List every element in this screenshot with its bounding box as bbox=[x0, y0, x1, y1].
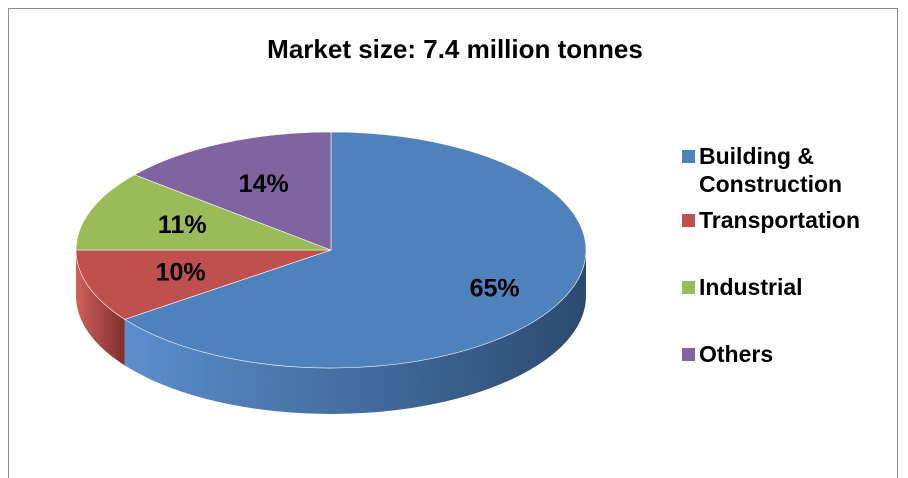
chart-title: Market size: 7.4 million tonnes bbox=[267, 34, 643, 64]
data-label-0: 65% bbox=[470, 275, 520, 303]
data-label-1: 10% bbox=[156, 259, 206, 287]
pie-chart: 65% 10% 11% 14% bbox=[75, 131, 587, 415]
legend-item-transportation: Transportation bbox=[682, 206, 889, 234]
data-label-3: 14% bbox=[239, 170, 289, 198]
pie-slice-0 bbox=[124, 131, 587, 369]
legend-swatch bbox=[682, 348, 695, 361]
legend-swatch bbox=[682, 150, 695, 163]
pie-side-walls bbox=[76, 250, 586, 415]
legend-swatch bbox=[682, 281, 695, 294]
legend-item-others: Others bbox=[682, 340, 889, 368]
legend-item-industrial: Industrial bbox=[682, 273, 889, 301]
pie-slice-2 bbox=[75, 174, 332, 251]
pie-slice-1 bbox=[75, 249, 332, 320]
legend-label: Transportation bbox=[699, 207, 861, 233]
legend-label: Building & Construction bbox=[699, 143, 843, 197]
legend-label: Industrial bbox=[699, 274, 803, 300]
legend-label: Others bbox=[699, 341, 774, 367]
legend-item-building-construction: Building & Construction bbox=[682, 142, 889, 198]
legend-swatch bbox=[682, 214, 695, 227]
pie-side-1 bbox=[76, 250, 125, 366]
data-label-2: 11% bbox=[158, 211, 207, 239]
pie-side-0 bbox=[124, 250, 586, 415]
pie-slice-3 bbox=[133, 131, 332, 251]
